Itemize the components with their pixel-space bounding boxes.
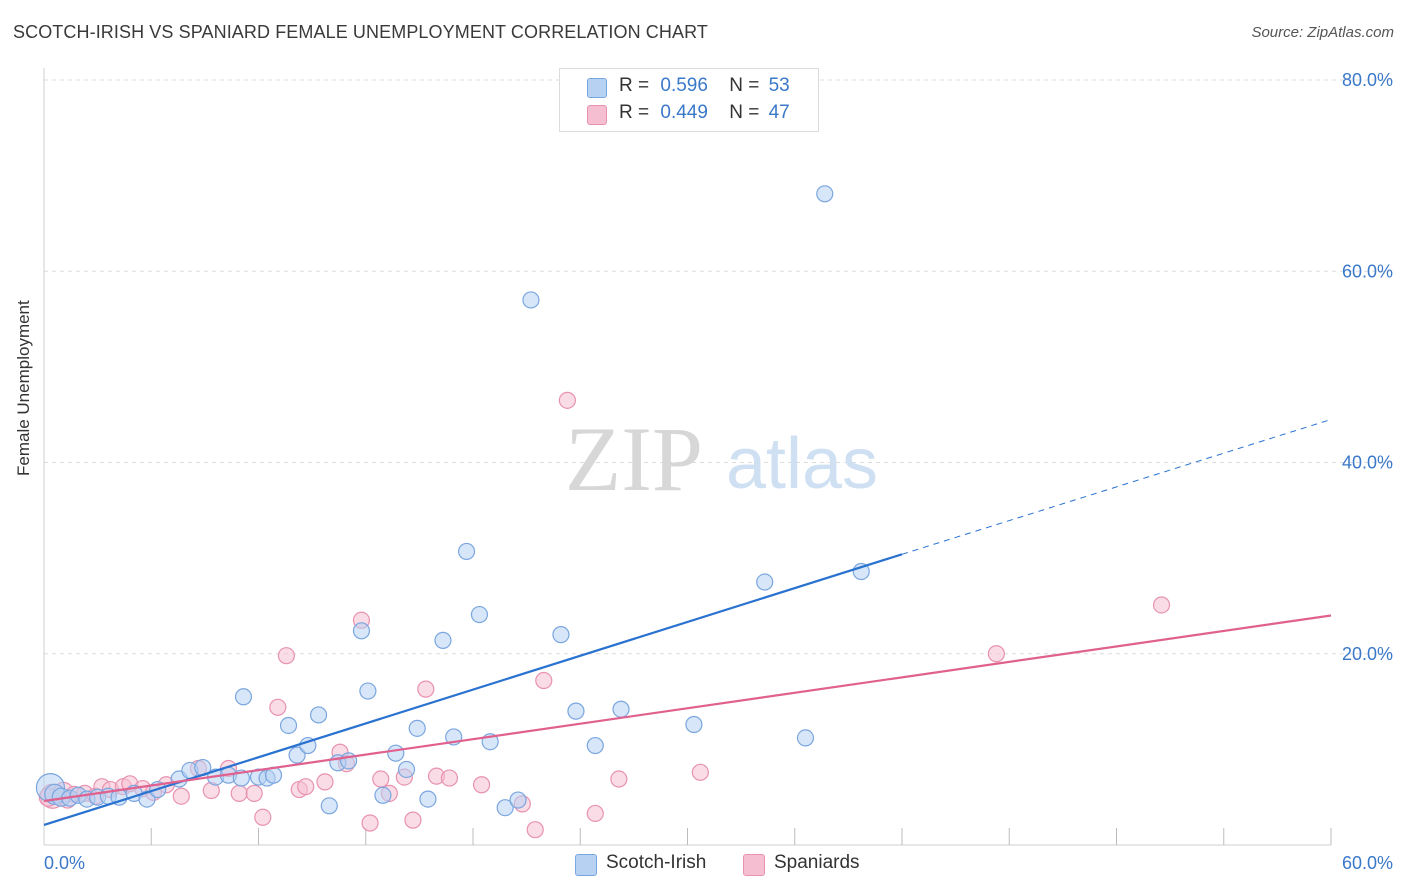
watermark-zip: ZIP (565, 408, 703, 510)
legend-swatch-scotch-irish (587, 78, 607, 98)
spaniards-point (245, 784, 263, 802)
points-layer (35, 185, 1171, 839)
scotch-irish-point (816, 185, 834, 203)
scotch-irish-point (496, 799, 514, 817)
legend-n-label: N = (729, 102, 760, 123)
scotch-irish-point (796, 729, 815, 747)
spaniards-point (535, 671, 553, 690)
spaniards-point (1152, 596, 1171, 614)
grid-layer (44, 79, 1392, 655)
scotch-irish-point (288, 746, 306, 764)
spaniards-point (558, 391, 576, 409)
scotch-irish-point (397, 760, 416, 779)
scotch-irish-point (457, 542, 476, 561)
bottom-legend-label: Spaniards (774, 852, 860, 873)
scotch-irish-point (434, 631, 452, 649)
scotch-irish-point (470, 605, 489, 624)
x-tick-label: 0.0% (44, 853, 85, 873)
scotch-irish-point (374, 786, 392, 804)
spaniards-point (372, 770, 390, 788)
scotch-irish-point (359, 682, 377, 700)
scotch-irish-trendline-extension (901, 418, 1332, 555)
spaniards-point (440, 769, 459, 787)
scotch-irish-point (309, 706, 328, 724)
spaniards-trendline (43, 614, 1332, 803)
scotch-irish-point (522, 291, 540, 309)
spaniards-point (472, 776, 491, 794)
spaniards-point (610, 770, 628, 788)
y-tick-label: 20.0% (1342, 644, 1393, 664)
trend-layer (43, 418, 1332, 826)
spaniards-point (691, 763, 709, 781)
scotch-irish-point (509, 791, 527, 809)
spaniards-point (277, 647, 295, 665)
watermark: ZIP atlas (565, 408, 878, 510)
x-tick-label: 60.0% (1342, 853, 1393, 873)
scotch-irish-point (234, 688, 253, 706)
spaniards-point (230, 784, 248, 802)
y-axis-label: Female Unemployment (14, 300, 33, 476)
bottom-legend-swatch-spaniards (743, 854, 765, 876)
scotch-irish-point (756, 573, 774, 591)
spaniards-point (254, 808, 272, 826)
spaniards-point (297, 778, 315, 796)
scotch-irish-point (279, 716, 298, 735)
source-label: Source: ZipAtlas.com (1251, 24, 1394, 41)
chart-title: SCOTCH-IRISH VS SPANIARD FEMALE UNEMPLOY… (13, 22, 708, 42)
legend-r-value: 0.449 (660, 102, 708, 123)
watermark-atlas: atlas (726, 424, 878, 504)
scotch-irish-point (552, 626, 570, 644)
scotch-irish-point (567, 702, 585, 720)
spaniards-point (586, 804, 604, 823)
scotch-irish-point (685, 715, 703, 734)
legend-n-value: 47 (768, 102, 790, 123)
y-tick-label: 60.0% (1342, 261, 1393, 281)
bottom-legend-label: Scotch-Irish (606, 852, 707, 873)
spaniards-point (172, 787, 190, 805)
y-tick-label: 80.0% (1342, 70, 1393, 90)
legend-swatch-spaniards (587, 105, 607, 125)
y-tick-label: 40.0% (1342, 453, 1393, 473)
correlation-legend: R = 0.596 N = 53 R = 0.449 N = 47 (559, 68, 819, 132)
scotch-irish-point (419, 790, 437, 808)
scotch-irish-point (612, 700, 630, 718)
legend-r-value: 0.596 (660, 75, 708, 96)
scotch-irish-point (352, 622, 371, 640)
spaniards-point (526, 821, 544, 839)
bottom-legend-swatch-scotch-irish (575, 854, 597, 876)
legend-n-label: N = (729, 75, 760, 96)
scotch-irish-point (408, 719, 426, 737)
spaniards-point (269, 698, 287, 716)
scotch-irish-point (387, 744, 405, 762)
spaniards-point (417, 680, 435, 698)
spaniards-point (404, 811, 422, 829)
spaniards-point (361, 814, 379, 832)
scotch-irish-point (320, 797, 338, 815)
axis-layer: 20.0% 40.0% 60.0% 80.0% 0.0% 60.0% (43, 68, 1393, 873)
legend-r-label: R = (619, 102, 650, 123)
spaniards-point (987, 645, 1005, 663)
legend-n-value: 53 (768, 75, 790, 96)
legend-r-label: R = (619, 75, 650, 96)
spaniards-point (316, 773, 334, 791)
scotch-irish-point (586, 736, 604, 755)
scotch-irish-point (138, 790, 156, 808)
